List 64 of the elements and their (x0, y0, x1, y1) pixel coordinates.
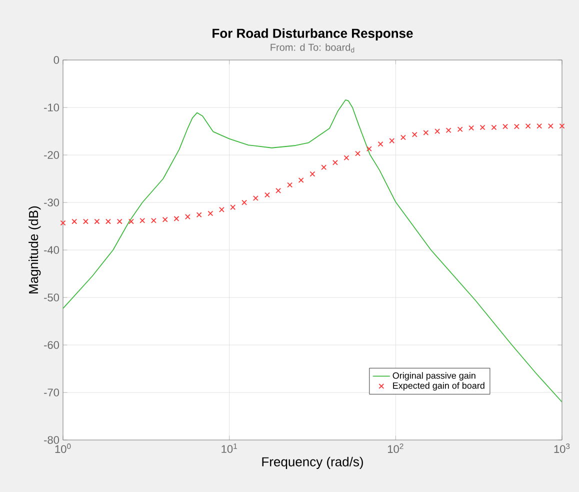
point (310, 171, 316, 177)
legend-label: Original passive gain (392, 372, 476, 381)
point (230, 204, 236, 210)
point (344, 155, 350, 161)
point (287, 182, 293, 188)
point (128, 218, 134, 224)
point (480, 124, 486, 130)
point (140, 218, 146, 224)
point (434, 128, 440, 134)
point (150, 218, 156, 224)
point (196, 212, 202, 218)
point (184, 214, 190, 220)
point (423, 130, 429, 136)
point (94, 218, 100, 224)
x-tick-label: 10$^{3}$ (554, 444, 570, 453)
point (536, 123, 542, 129)
y-tick-label: -70 (44, 388, 60, 396)
point (105, 218, 111, 224)
chart-title: For Road Disturbance Response (212, 28, 413, 40)
y-tick-label: -20 (44, 151, 60, 159)
point (83, 218, 88, 224)
point (208, 210, 214, 216)
point (242, 200, 247, 206)
point (355, 150, 361, 156)
point (502, 124, 508, 130)
point (298, 177, 304, 183)
chart-subtitle: From: d To: board$_{d}$ (270, 44, 354, 52)
point (514, 124, 520, 130)
point (389, 138, 395, 144)
y-tick-label: -10 (44, 104, 60, 112)
point (60, 220, 66, 226)
point (264, 192, 270, 198)
point (468, 125, 474, 131)
point (446, 128, 452, 134)
point (321, 164, 327, 170)
y-tick-label: -30 (44, 198, 60, 206)
point (412, 132, 418, 138)
y-tick-label: -80 (44, 436, 60, 444)
point (525, 123, 531, 129)
point (219, 206, 224, 212)
x-axis-title: Frequency (rad/s) (262, 456, 363, 469)
point (332, 160, 338, 166)
point (162, 216, 168, 222)
point (491, 124, 497, 130)
point (548, 123, 554, 129)
point (400, 134, 406, 140)
point (252, 196, 258, 201)
point (116, 218, 122, 224)
x-tick-label: 10$^{0}$ (55, 444, 71, 453)
legend-label: Expected gain of board (393, 382, 484, 391)
y-tick-label: -60 (44, 341, 60, 349)
y-axis-title: Magnitude (dB) (28, 206, 41, 294)
x-tick-label: 10$^{2}$ (388, 444, 404, 453)
point (366, 146, 372, 152)
y-tick-label: 0 (54, 56, 60, 64)
y-tick-label: -50 (44, 294, 60, 302)
point (276, 188, 282, 194)
point (378, 141, 384, 147)
point (457, 126, 463, 132)
x-tick-label: 10$^{1}$ (222, 444, 237, 453)
point (559, 123, 565, 129)
point (174, 216, 180, 222)
point (72, 218, 78, 224)
y-tick-label: -40 (44, 246, 60, 254)
